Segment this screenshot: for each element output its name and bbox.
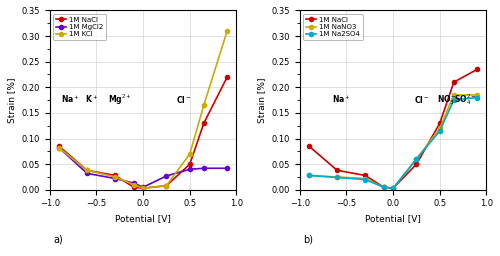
- 1M NaCl: [201, 122, 207, 125]
- 1M Na2SO4: [306, 174, 312, 177]
- Legend: 1M NaCl, 1M MgCl2, 1M KCl: 1M NaCl, 1M MgCl2, 1M KCl: [53, 14, 106, 40]
- 1M NaCl: [451, 81, 457, 84]
- X-axis label: Potential [V]: Potential [V]: [365, 214, 421, 223]
- 1M Na2SO4: [474, 96, 480, 99]
- 1M KCl: [84, 169, 90, 172]
- Y-axis label: Strain [%]: Strain [%]: [257, 77, 266, 123]
- 1M NaNO3: [381, 186, 387, 189]
- 1M NaNO3: [362, 177, 368, 180]
- Line: 1M NaCl: 1M NaCl: [307, 67, 479, 190]
- 1M NaCl: [390, 187, 396, 190]
- 1M Na2SO4: [390, 187, 396, 190]
- 1M KCl: [56, 146, 62, 149]
- 1M NaCl: [474, 68, 480, 71]
- Line: 1M KCl: 1M KCl: [57, 29, 229, 190]
- Text: Cl$^-$: Cl$^-$: [414, 94, 429, 105]
- 1M Na2SO4: [362, 178, 368, 181]
- 1M NaCl: [187, 163, 193, 166]
- 1M NaNO3: [437, 127, 443, 130]
- Line: 1M NaNO3: 1M NaNO3: [307, 93, 479, 190]
- Line: 1M NaCl: 1M NaCl: [57, 75, 229, 190]
- 1M NaCl: [334, 169, 340, 172]
- 1M Na2SO4: [334, 176, 340, 179]
- Line: 1M Na2SO4: 1M Na2SO4: [307, 95, 479, 190]
- 1M NaNO3: [414, 157, 420, 161]
- Text: Na$^+$: Na$^+$: [332, 93, 351, 105]
- 1M MgCl2: [164, 174, 170, 177]
- 1M MgCl2: [224, 167, 230, 170]
- 1M NaCl: [140, 187, 146, 190]
- 1M NaCl: [56, 145, 62, 148]
- Text: Mg$^{2+}$: Mg$^{2+}$: [108, 92, 131, 107]
- Y-axis label: Strain [%]: Strain [%]: [7, 77, 16, 123]
- 1M MgCl2: [187, 168, 193, 171]
- 1M MgCl2: [131, 182, 137, 185]
- 1M NaNO3: [474, 93, 480, 97]
- Text: SO$_4^{2-}$: SO$_4^{2-}$: [454, 92, 476, 107]
- 1M KCl: [187, 152, 193, 155]
- 1M Na2SO4: [381, 186, 387, 189]
- 1M NaNO3: [451, 93, 457, 97]
- 1M MgCl2: [201, 167, 207, 170]
- 1M NaNO3: [334, 175, 340, 178]
- 1M NaCl: [224, 76, 230, 79]
- 1M Na2SO4: [451, 99, 457, 102]
- 1M NaCl: [414, 163, 420, 166]
- Text: a): a): [54, 234, 63, 245]
- 1M NaCl: [112, 174, 118, 177]
- 1M KCl: [112, 175, 118, 178]
- Text: Cl$^-$: Cl$^-$: [176, 94, 191, 105]
- 1M MgCl2: [84, 172, 90, 175]
- 1M KCl: [201, 104, 207, 107]
- Legend: 1M NaCl, 1M NaNO3, 1M Na2SO4: 1M NaCl, 1M NaNO3, 1M Na2SO4: [303, 14, 362, 40]
- Line: 1M MgCl2: 1M MgCl2: [57, 146, 229, 189]
- X-axis label: Potential [V]: Potential [V]: [115, 214, 171, 223]
- 1M KCl: [131, 183, 137, 186]
- 1M NaNO3: [306, 174, 312, 177]
- 1M NaCl: [306, 145, 312, 148]
- 1M Na2SO4: [414, 157, 420, 161]
- 1M NaNO3: [390, 187, 396, 190]
- 1M MgCl2: [56, 146, 62, 149]
- 1M MgCl2: [140, 186, 146, 189]
- 1M KCl: [140, 187, 146, 190]
- 1M Na2SO4: [437, 129, 443, 132]
- 1M NaCl: [164, 184, 170, 187]
- 1M KCl: [164, 184, 170, 187]
- Text: b): b): [304, 234, 314, 245]
- 1M MgCl2: [112, 177, 118, 180]
- Text: Na$^+$: Na$^+$: [61, 93, 80, 105]
- Text: K$^+$: K$^+$: [85, 93, 98, 105]
- Text: NO$_3^-$: NO$_3^-$: [437, 94, 457, 107]
- 1M NaCl: [131, 186, 137, 189]
- 1M NaCl: [381, 186, 387, 189]
- 1M NaCl: [362, 174, 368, 177]
- 1M NaCl: [84, 169, 90, 172]
- 1M KCl: [224, 29, 230, 33]
- 1M NaCl: [437, 122, 443, 125]
